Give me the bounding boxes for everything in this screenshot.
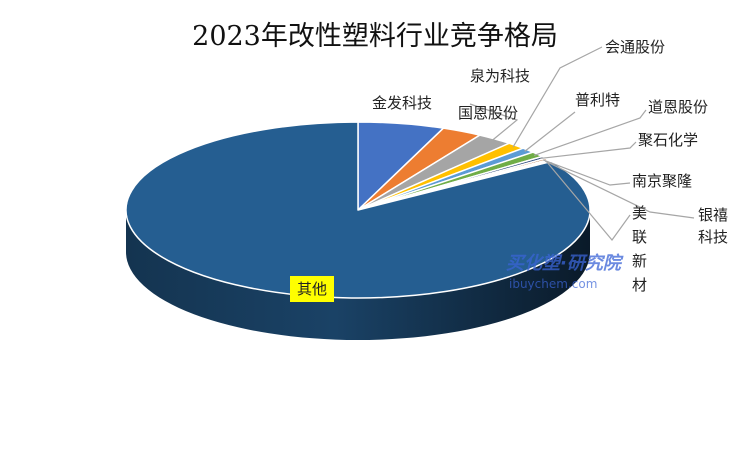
leader-line-3 (512, 46, 603, 148)
leader-line-6 (540, 141, 637, 160)
slice-label-10: 其他 (297, 280, 327, 298)
slice-side-10 (126, 210, 590, 340)
slice-label-9: 美联新材 (632, 204, 647, 294)
slice-label-1: 国恩股份 (458, 104, 518, 122)
slice-10 (125, 121, 591, 299)
slice-label-2: 泉为科技 (470, 67, 530, 85)
leader-line-4 (524, 111, 576, 152)
chart-title: 2023年改性塑料行业竞争格局 (192, 21, 558, 52)
slice-label-7: 南京聚隆 (632, 172, 692, 190)
watermark-brand: 买化塑·研究院 (506, 253, 624, 274)
slice-label-3: 会通股份 (605, 38, 665, 56)
slice-label-6: 聚石化学 (638, 131, 698, 149)
slice-label-5: 道恩股份 (648, 98, 708, 116)
slice-label-8: 银禧科技 (698, 206, 728, 246)
leader-line-9 (546, 161, 631, 241)
leader-line-5 (533, 109, 647, 157)
slice-label-4: 普利特 (575, 91, 620, 109)
leader-lines (469, 46, 695, 241)
leader-line-7 (542, 159, 631, 186)
leader-line-8 (544, 160, 695, 219)
label-highlight (290, 276, 334, 302)
slice-label-0: 金发科技 (372, 94, 432, 112)
watermark-url: ibuychem.com (509, 277, 597, 291)
pie-depth (126, 210, 590, 340)
watermark: 买化塑·研究院 ibuychem.com (506, 253, 624, 291)
pie-slices (125, 121, 591, 299)
leader-line-2 (469, 103, 519, 141)
